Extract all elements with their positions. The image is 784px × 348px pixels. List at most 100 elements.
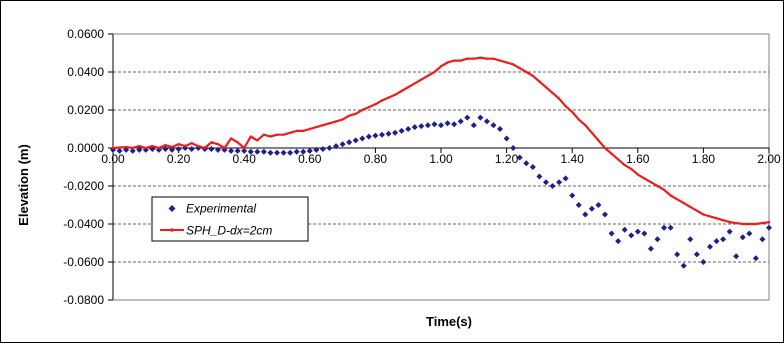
data-point xyxy=(418,123,425,130)
data-point xyxy=(752,255,759,262)
x-tick-label-2: 0.40 xyxy=(233,152,257,166)
data-point xyxy=(374,103,377,106)
data-point xyxy=(523,160,530,167)
data-point xyxy=(111,146,115,150)
data-point xyxy=(459,59,462,62)
data-point xyxy=(393,93,397,97)
data-point xyxy=(216,143,220,146)
data-point xyxy=(511,63,515,66)
data-point xyxy=(367,105,371,109)
y-tick-label-3: 0.0000 xyxy=(67,141,104,155)
data-point xyxy=(674,251,681,258)
data-point xyxy=(424,122,431,129)
legend: Experimental SPH_D-dx=2cm xyxy=(151,196,309,242)
data-point xyxy=(636,173,639,176)
x-tick-label-8: 1.60 xyxy=(626,152,650,166)
data-point xyxy=(328,122,331,125)
y-tick-label-4: -0.0200 xyxy=(63,179,104,193)
data-point xyxy=(608,230,615,237)
data-point xyxy=(446,61,449,64)
data-point xyxy=(300,148,307,155)
data-point xyxy=(129,147,136,154)
data-point xyxy=(151,144,154,148)
data-point xyxy=(346,139,353,146)
tick-labels: 0.0600 0.0400 0.0200 0.0000 -0.0200 -0.0400 -0… xyxy=(63,27,781,307)
data-point xyxy=(721,219,725,222)
data-point xyxy=(308,127,311,131)
data-point xyxy=(510,145,517,151)
data-point xyxy=(706,243,713,250)
data-point xyxy=(767,220,771,224)
legend-diamond-marker-icon xyxy=(168,205,176,212)
data-point xyxy=(319,145,326,152)
x-tick-label-3: 0.60 xyxy=(298,152,322,166)
data-point xyxy=(372,132,379,139)
data-point xyxy=(223,146,226,150)
data-point xyxy=(695,209,699,212)
data-point xyxy=(602,211,608,218)
data-point xyxy=(333,143,340,150)
data-point xyxy=(280,149,287,156)
data-point xyxy=(472,57,475,60)
data-point xyxy=(438,122,444,129)
data-point xyxy=(669,194,672,197)
data-point xyxy=(746,230,753,237)
data-point xyxy=(577,118,580,121)
data-point xyxy=(306,147,313,154)
data-point xyxy=(236,141,239,144)
legend-box xyxy=(151,196,309,242)
data-point xyxy=(564,105,567,108)
data-point xyxy=(131,146,134,150)
data-point xyxy=(490,122,497,129)
data-point xyxy=(170,145,174,149)
data-point xyxy=(214,146,221,153)
data-point xyxy=(516,154,523,161)
data-point xyxy=(274,149,280,156)
data-point xyxy=(498,59,502,62)
data-point xyxy=(229,137,233,140)
data-point xyxy=(315,125,318,129)
data-point xyxy=(457,118,464,125)
data-point xyxy=(359,135,366,142)
data-point xyxy=(267,149,274,156)
data-point xyxy=(413,82,416,85)
data-point xyxy=(400,89,403,93)
data-point xyxy=(466,57,469,60)
data-point xyxy=(162,145,169,152)
data-point xyxy=(334,120,338,123)
data-point xyxy=(569,192,576,199)
data-point xyxy=(525,70,528,74)
data-point xyxy=(628,232,635,239)
data-point xyxy=(124,145,128,149)
data-point xyxy=(739,234,746,241)
data-point xyxy=(575,202,582,208)
data-point xyxy=(529,164,536,170)
data-point xyxy=(313,146,320,153)
data-point xyxy=(556,179,563,186)
data-point xyxy=(164,143,167,147)
data-point xyxy=(647,245,654,252)
data-point xyxy=(623,163,626,167)
data-point xyxy=(492,57,495,60)
x-tick-label-6: 1.20 xyxy=(495,152,519,166)
data-point xyxy=(702,213,705,216)
x-tick-label-5: 1.00 xyxy=(429,152,453,166)
data-point xyxy=(365,133,372,140)
data-point xyxy=(748,222,751,226)
data-point xyxy=(641,230,648,237)
data-point xyxy=(726,228,733,235)
data-point xyxy=(708,215,712,218)
data-point xyxy=(411,124,418,131)
data-point xyxy=(203,146,207,150)
x-tick-label-4: 0.80 xyxy=(364,152,388,166)
data-point xyxy=(431,121,438,128)
data-point xyxy=(621,226,628,233)
data-point xyxy=(630,167,633,171)
data-point xyxy=(295,129,298,133)
data-point xyxy=(138,144,141,148)
data-point xyxy=(136,146,143,153)
data-point xyxy=(680,262,687,269)
data-point xyxy=(426,74,430,78)
data-point xyxy=(544,86,548,89)
data-point xyxy=(262,133,266,136)
